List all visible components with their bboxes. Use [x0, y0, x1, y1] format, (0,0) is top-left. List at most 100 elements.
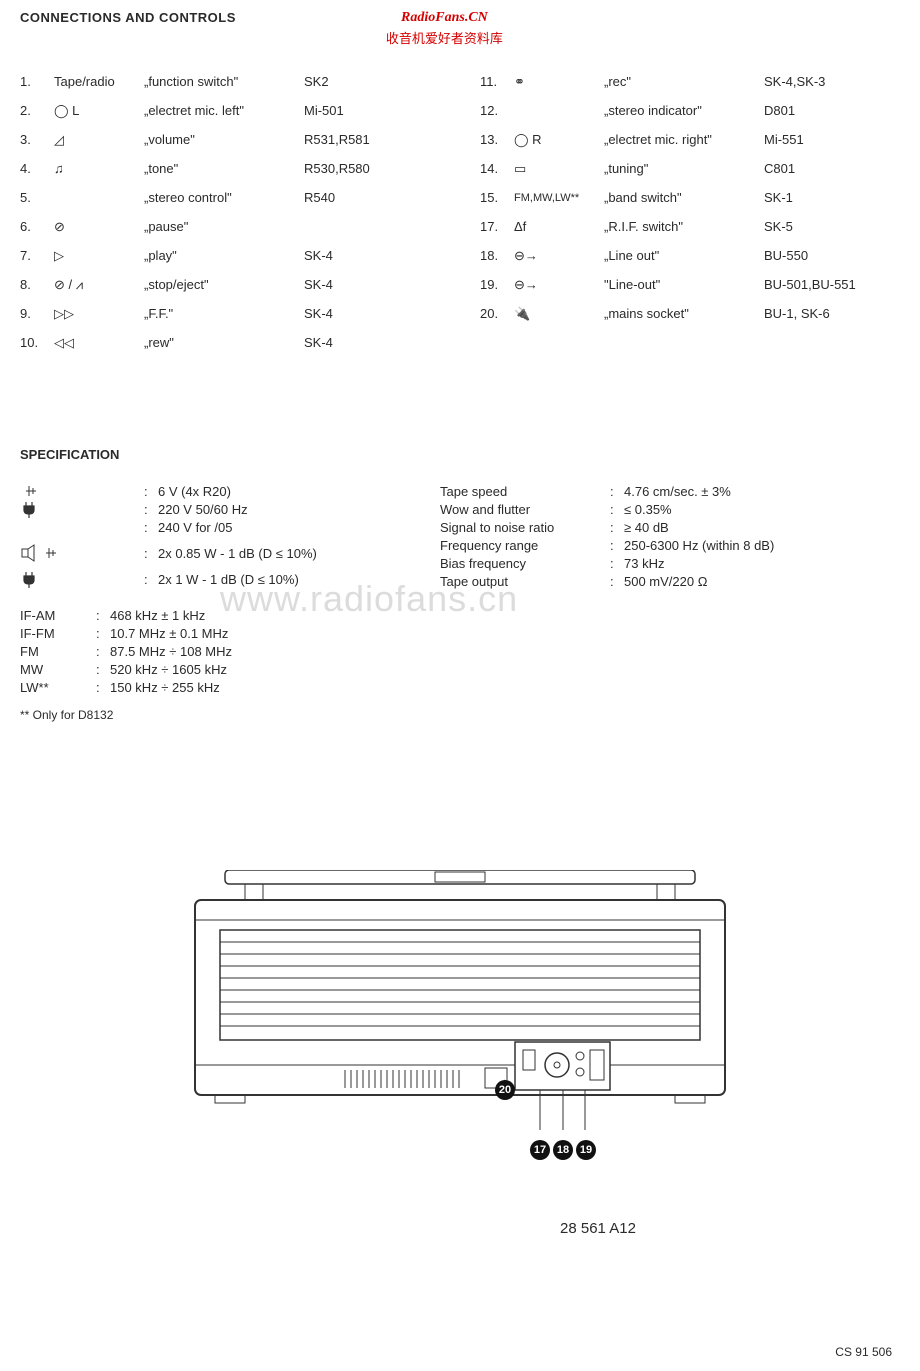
table-row: 10.◁◁„rew"SK-4 [20, 328, 440, 357]
table-row: 18.⊖→„Line out"BU-550 [480, 241, 900, 270]
row-num: 1. [20, 74, 54, 89]
mic-left-icon: ◯ L [54, 103, 144, 119]
connections-left-col: 1.Tape/radio„function switch"SK2 2.◯ L„e… [20, 67, 440, 357]
table-row: 11.⚭„rec"SK-4,SK-3 [480, 67, 900, 96]
row-desc: „electret mic. left" [144, 103, 304, 118]
row-desc: „Line out" [604, 248, 764, 263]
row-ref: SK-4 [304, 277, 440, 292]
callout-bubble: 18 [553, 1140, 573, 1160]
row-num: 11. [480, 74, 514, 89]
watermark-cn: 收音机爱好者资料库 [386, 28, 503, 47]
spec-value: 520 kHz ÷ 1605 kHz [110, 662, 400, 677]
row-ref: Mi-551 [764, 132, 900, 147]
row-ref: R540 [304, 190, 440, 205]
row-ref: BU-550 [764, 248, 900, 263]
row-num: 2. [20, 103, 54, 118]
spec-label: Tape speed [440, 484, 610, 499]
table-row: 15.FM,MW,LW**„band switch"SK-1 [480, 183, 900, 212]
row-ref: SK-4,SK-3 [764, 74, 900, 89]
table-row: 7.▷„play"SK-4 [20, 241, 440, 270]
row-desc: „stereo indicator" [604, 103, 764, 118]
row-desc: „rec" [604, 74, 764, 89]
row-desc: „pause" [144, 219, 304, 234]
row-desc: „mains socket" [604, 306, 764, 321]
row-ref: R530,R580 [304, 161, 440, 176]
callout-bubble: 19 [576, 1140, 596, 1160]
spec-value: 2x 0.85 W - 1 dB (D ≤ 10%) [158, 546, 400, 561]
callouts-row: 17 18 19 [530, 1140, 596, 1160]
row-desc: „stop/eject" [144, 277, 304, 292]
spec-value: 468 kHz ± 1 kHz [110, 608, 400, 623]
table-row: 4.♫„tone"R530,R580 [20, 154, 440, 183]
table-row: 14.▭„tuning"C801 [480, 154, 900, 183]
watermark-en: RadioFans.CN [386, 10, 503, 26]
callout-bubble: 17 [530, 1140, 550, 1160]
row-ref: SK-5 [764, 219, 900, 234]
row-ref: C801 [764, 161, 900, 176]
row-desc: "Line-out" [604, 277, 764, 292]
table-row: 3.◿„volume"R531,R581 [20, 125, 440, 154]
spec-label: MW [20, 662, 96, 677]
lineout-icon: ⊖→ [514, 248, 604, 264]
rew-icon: ◁◁ [54, 335, 144, 351]
table-row: 1.Tape/radio„function switch"SK2 [20, 67, 440, 96]
row-desc: „rew" [144, 335, 304, 350]
spec-value: 150 kHz ÷ 255 kHz [110, 680, 400, 695]
row-num: 3. [20, 132, 54, 147]
row-desc: „electret mic. right" [604, 132, 764, 147]
row-num: 13. [480, 132, 514, 147]
mic-right-icon: ◯ R [514, 132, 604, 148]
rec-icon: ⚭ [514, 74, 604, 90]
spec-value: 250-6300 Hz (within 8 dB) [624, 538, 900, 553]
document-number: 28 561 A12 [560, 1220, 636, 1237]
row-desc: „tone" [144, 161, 304, 176]
row-num: 9. [20, 306, 54, 321]
pause-icon: ⊘ [54, 219, 144, 235]
spec-right-col: Tape speed:4.76 cm/sec. ± 3% Wow and flu… [440, 482, 900, 722]
table-row: 13.◯ R„electret mic. right"Mi-551 [480, 125, 900, 154]
row-ref: SK-4 [304, 306, 440, 321]
spec-label: Wow and flutter [440, 502, 610, 517]
tuning-icon: ▭ [514, 161, 604, 177]
table-row: 9.▷▷„F.F."SK-4 [20, 299, 440, 328]
table-row: 19.⊖→"Line-out"BU-501,BU-551 [480, 270, 900, 299]
row-desc: „play" [144, 248, 304, 263]
spec-label: FM [20, 644, 96, 659]
row-num: 18. [480, 248, 514, 263]
spec-label: LW** [20, 680, 96, 695]
table-row: 8.⊘ / ⩘„stop/eject"SK-4 [20, 270, 440, 299]
footnote: ** Only for D8132 [20, 708, 400, 722]
play-icon: ▷ [54, 248, 144, 264]
device-rear-illustration: 20 17 18 19 [185, 870, 735, 1130]
row-ref: R531,R581 [304, 132, 440, 147]
row-num: 12. [480, 103, 514, 118]
section-title-specification: SPECIFICATION [20, 447, 900, 462]
row-num: 15. [480, 190, 514, 205]
row-num: 19. [480, 277, 514, 292]
spec-label: Signal to noise ratio [440, 520, 610, 535]
tone-icon: ♫ [54, 161, 144, 176]
spec-label: IF-AM [20, 608, 96, 623]
table-row: 17.Δf„R.I.F. switch"SK-5 [480, 212, 900, 241]
row-num: 6. [20, 219, 54, 234]
spec-value: 6 V (4x R20) [158, 484, 400, 499]
row-num: 4. [20, 161, 54, 176]
table-row: 12.„stereo indicator"D801 [480, 96, 900, 125]
row-ref: SK2 [304, 74, 440, 89]
row-desc: „F.F." [144, 306, 304, 321]
spec-value: 10.7 MHz ± 0.1 MHz [110, 626, 400, 641]
spec-value: 500 mV/220 Ω [624, 574, 900, 589]
row-desc: „tuning" [604, 161, 764, 176]
stop-eject-icon: ⊘ / ⩘ [54, 277, 144, 293]
row-desc: „function switch" [144, 74, 304, 89]
table-row: 20.🔌„mains socket"BU-1, SK-6 [480, 299, 900, 328]
spec-value: 240 V for /05 [158, 520, 400, 535]
ff-icon: ▷▷ [54, 306, 144, 322]
row-symbol: Δf [514, 219, 604, 234]
row-desc: „band switch" [604, 190, 764, 205]
device-svg [185, 870, 735, 1130]
row-num: 5. [20, 190, 54, 205]
row-ref: SK-1 [764, 190, 900, 205]
section-title-connections: CONNECTIONS AND CONTROLS [20, 10, 236, 25]
mains-plug-icon: 🔌 [514, 306, 604, 322]
